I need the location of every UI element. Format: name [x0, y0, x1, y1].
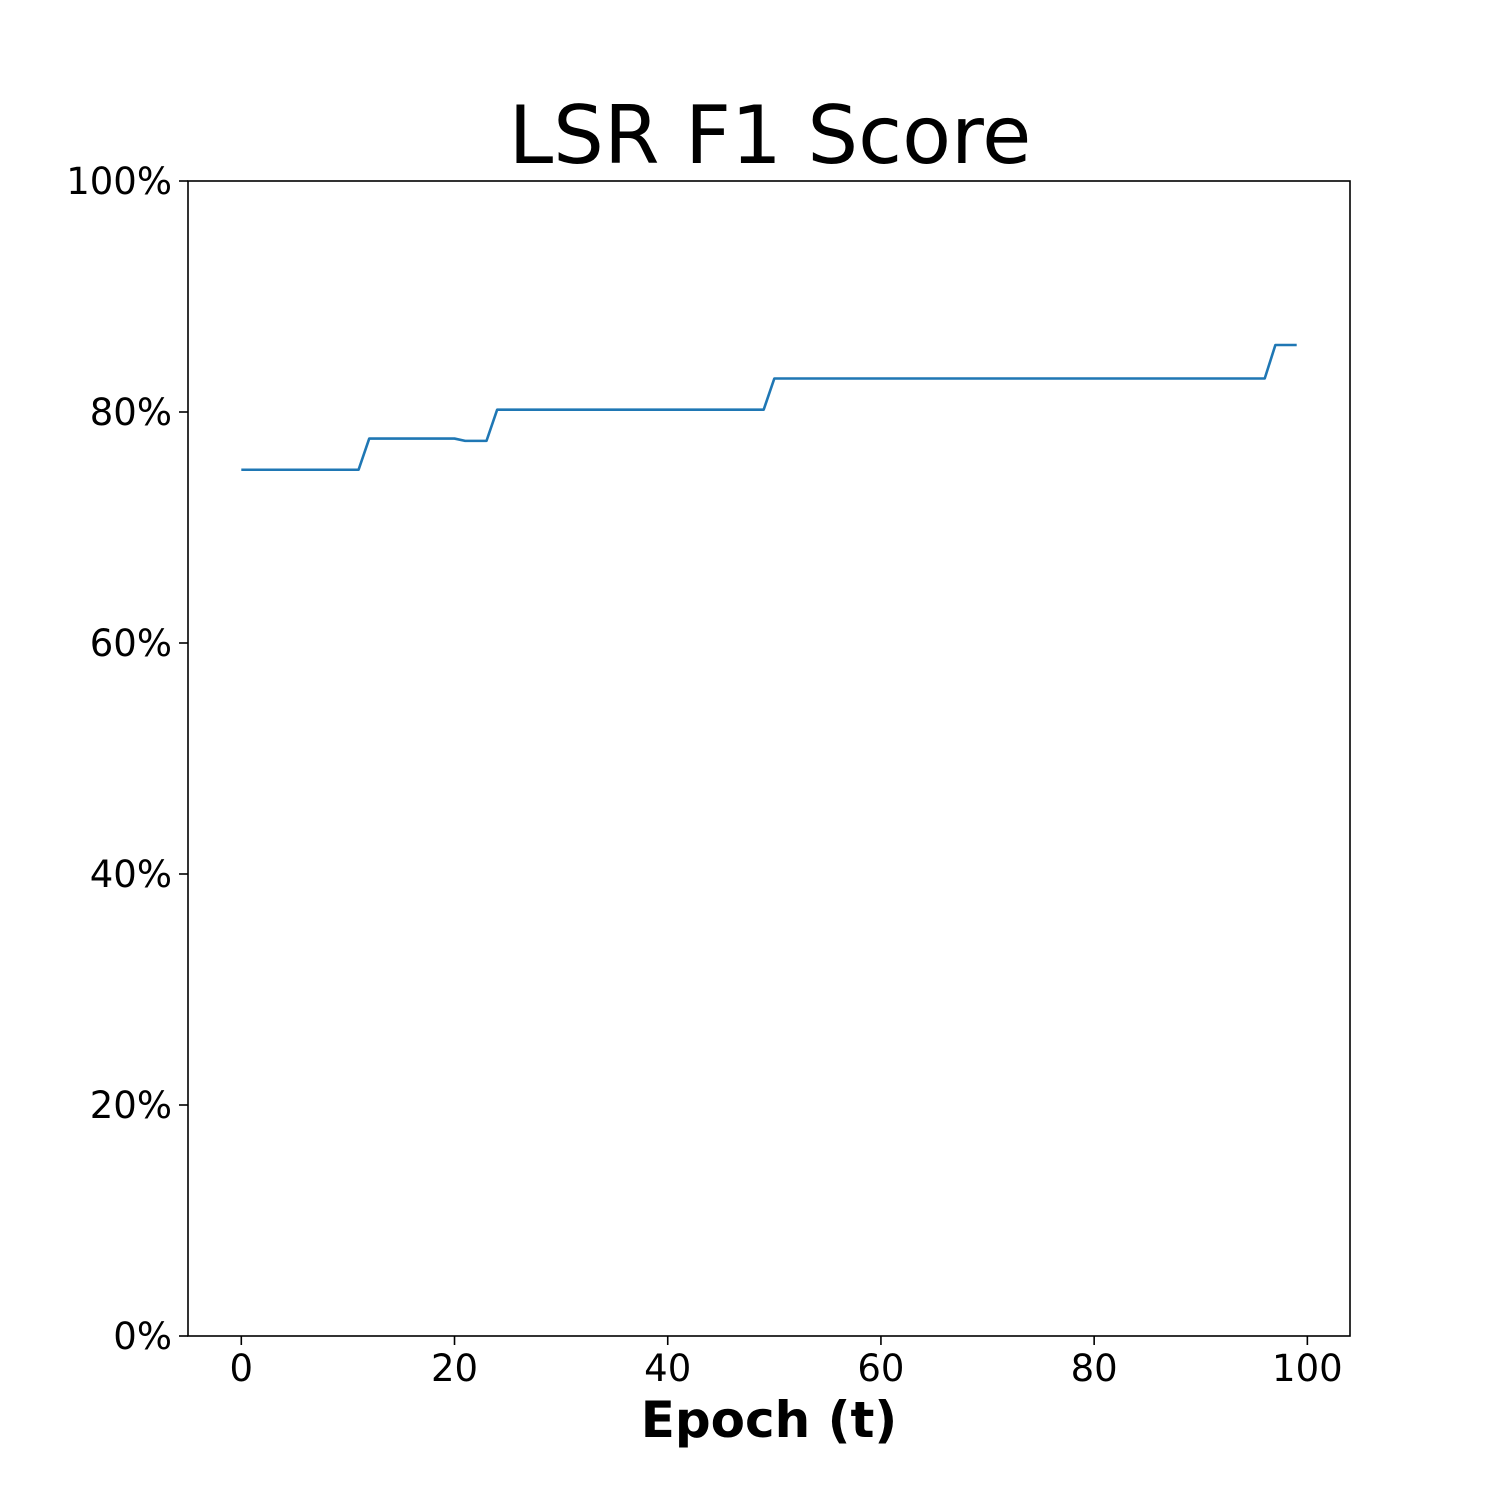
x-tick-label: 40	[644, 1347, 691, 1390]
series-layer	[241, 343, 1297, 472]
x-tick-label: 80	[1071, 1347, 1118, 1390]
y-axis: 0% 20% 40% 60% 80% 100%	[66, 160, 188, 1358]
x-tick-label: 100	[1272, 1347, 1343, 1390]
series-line	[241, 343, 1297, 472]
y-tick-label: 20%	[90, 1084, 172, 1127]
y-tick-label: 60%	[90, 622, 172, 665]
y-tick-label: 80%	[90, 391, 172, 434]
x-tick-label: 0	[230, 1347, 254, 1390]
x-axis: 0 20 40 60 80 100	[230, 1336, 1343, 1390]
x-axis-label: Epoch (t)	[641, 1391, 898, 1449]
y-tick-label: 40%	[90, 853, 172, 896]
x-tick-label: 60	[857, 1347, 904, 1390]
plot-area	[187, 180, 1351, 1337]
plot-frame	[187, 180, 1351, 1337]
chart-title: LSR F1 Score	[509, 89, 1032, 182]
y-tick-label: 0%	[113, 1315, 172, 1358]
y-tick-label: 100%	[66, 160, 172, 203]
x-tick-label: 20	[431, 1347, 478, 1390]
